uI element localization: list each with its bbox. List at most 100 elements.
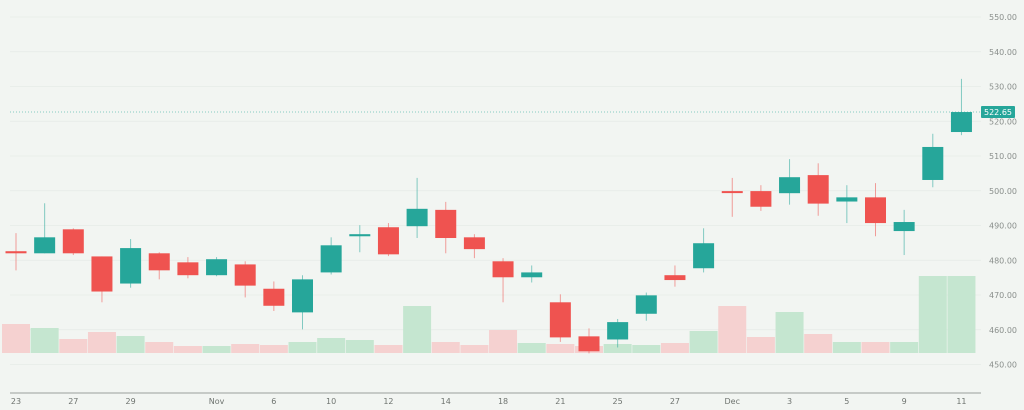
volume-bar: [202, 346, 231, 353]
candle[interactable]: [292, 275, 313, 330]
volume-bar: [145, 342, 174, 353]
x-tick-label: 6: [271, 397, 276, 406]
volume-bar: [603, 344, 632, 353]
candle-body: [635, 295, 657, 314]
volume-bar: [259, 345, 288, 353]
candle[interactable]: [836, 185, 858, 224]
candle[interactable]: [922, 133, 944, 188]
candle[interactable]: [779, 159, 801, 205]
candle[interactable]: [578, 328, 600, 354]
candle-body: [320, 245, 342, 273]
candle-body: [349, 234, 371, 237]
candle-body: [664, 275, 686, 281]
candle-body: [406, 208, 428, 227]
candle[interactable]: [263, 281, 285, 311]
volume-bar: [317, 338, 346, 353]
candle[interactable]: [693, 228, 715, 273]
candle-body: [148, 253, 170, 271]
candle[interactable]: [406, 177, 428, 239]
candle[interactable]: [750, 185, 772, 211]
volume-bar: [718, 306, 747, 353]
candle[interactable]: [893, 209, 915, 256]
candle[interactable]: [463, 234, 485, 259]
x-tick-label: 27: [670, 397, 680, 406]
volume-bar: [489, 330, 518, 353]
candle-body: [292, 279, 313, 313]
candle[interactable]: [34, 203, 56, 254]
candle-body: [234, 264, 256, 286]
candle[interactable]: [62, 228, 84, 256]
candle[interactable]: [549, 294, 571, 342]
candle-body: [521, 272, 543, 278]
candle-body: [263, 288, 285, 306]
candle-body: [807, 175, 829, 204]
candle[interactable]: [807, 163, 829, 216]
candle[interactable]: [721, 177, 743, 217]
candle-body: [206, 259, 228, 276]
candle[interactable]: [865, 183, 886, 237]
y-tick-label: 460.00: [989, 326, 1017, 335]
x-tick-label: 9: [902, 397, 907, 406]
candle[interactable]: [492, 258, 514, 303]
candle-body: [91, 256, 113, 292]
candle-body: [693, 243, 715, 269]
candle-body: [177, 262, 199, 276]
x-axis[interactable]: 23 27 29 Nov 6 10 12 14 18 21 25 27 Dec 3 5 9 11: [11, 397, 967, 406]
x-tick-label: Nov: [209, 397, 225, 406]
x-tick-label: 3: [787, 397, 792, 406]
candle[interactable]: [635, 292, 657, 321]
candle[interactable]: [349, 225, 371, 253]
y-tick-label: 550.00: [989, 13, 1017, 22]
candle-body: [836, 197, 858, 202]
candle[interactable]: [148, 252, 170, 280]
candle[interactable]: [435, 201, 457, 254]
candle[interactable]: [521, 265, 543, 283]
candle[interactable]: [607, 318, 629, 348]
candle[interactable]: [120, 239, 142, 288]
volume-bar: [861, 342, 890, 353]
volume-bar: [746, 337, 775, 353]
volume-bar: [460, 345, 489, 353]
candle[interactable]: [950, 78, 972, 136]
volume-bar: [632, 345, 661, 353]
candle[interactable]: [320, 237, 342, 275]
candle[interactable]: [234, 261, 256, 298]
y-axis[interactable]: 550.00 540.00 530.00 520.00 510.00 500.00 490.…: [989, 13, 1017, 370]
volume-bar: [546, 344, 575, 353]
x-tick-label: 25: [613, 397, 623, 406]
candle[interactable]: [5, 233, 27, 271]
y-tick-label: 470.00: [989, 291, 1017, 300]
y-tick-label: 480.00: [989, 256, 1017, 265]
volume-bar: [660, 343, 689, 353]
volume-bar: [345, 340, 374, 353]
candle[interactable]: [206, 257, 228, 277]
volume-bar: [288, 342, 317, 353]
y-tick-label: 500.00: [989, 187, 1017, 196]
x-tick-label: 27: [68, 397, 78, 406]
volume-bar: [173, 346, 202, 353]
candle[interactable]: [91, 256, 113, 303]
volume-bars: [2, 276, 976, 353]
candle-body: [950, 112, 972, 133]
candle-body: [377, 227, 399, 255]
x-tick-label: 11: [956, 397, 966, 406]
volume-bar: [517, 343, 546, 353]
candle[interactable]: [177, 257, 199, 279]
x-tick-label: 12: [383, 397, 393, 406]
candle-body: [578, 336, 600, 352]
y-tick-label: 510.00: [989, 152, 1017, 161]
volume-bar: [374, 345, 403, 353]
candle[interactable]: [664, 265, 686, 287]
x-tick-label: 21: [555, 397, 565, 406]
last-price-label: 522.65: [984, 108, 1012, 117]
candle-body: [549, 302, 571, 338]
y-tick-label: 450.00: [989, 361, 1017, 370]
candle-body: [5, 251, 27, 254]
y-tick-label: 520.00: [989, 117, 1017, 126]
y-tick-label: 540.00: [989, 48, 1017, 57]
candle[interactable]: [377, 223, 399, 257]
candle-body: [893, 222, 915, 232]
candle-body: [435, 209, 457, 239]
volume-bar: [231, 344, 260, 353]
